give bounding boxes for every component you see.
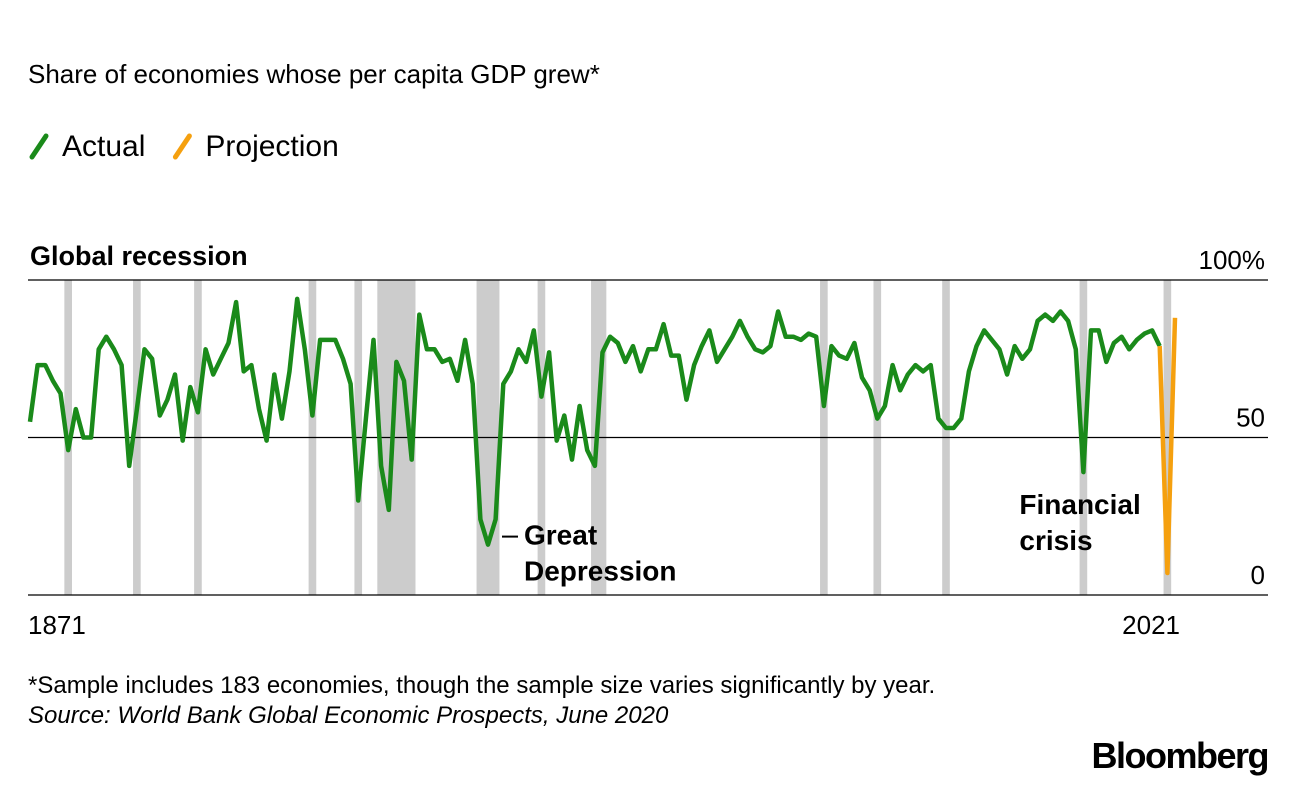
- data-line: [27, 296, 1162, 547]
- footnote: *Sample includes 183 economies, though t…: [28, 672, 935, 699]
- brand-logo: Bloomberg: [1091, 735, 1268, 776]
- annotation: Depression: [524, 556, 677, 587]
- recession-label: Global recession: [30, 241, 248, 271]
- x-tick-label: 1871: [28, 610, 86, 640]
- annotation: crisis: [1019, 525, 1092, 556]
- legend-label: Projection: [205, 130, 338, 163]
- source: Source: World Bank Global Economic Prosp…: [28, 702, 669, 729]
- chart-title: Share of economies whose per capita GDP …: [28, 59, 600, 89]
- annotation: Financial: [1019, 489, 1140, 520]
- x-tick-label: 2021: [1122, 610, 1180, 640]
- legend-label: Actual: [62, 130, 145, 163]
- data-line: [1157, 317, 1178, 576]
- y-tick-label: 50: [1236, 403, 1265, 433]
- y-tick-label: 100%: [1199, 245, 1266, 275]
- legend-swatch: [29, 133, 49, 160]
- annotation: Great: [524, 520, 597, 551]
- legend-swatch: [172, 133, 192, 160]
- y-tick-label: 0: [1251, 560, 1265, 590]
